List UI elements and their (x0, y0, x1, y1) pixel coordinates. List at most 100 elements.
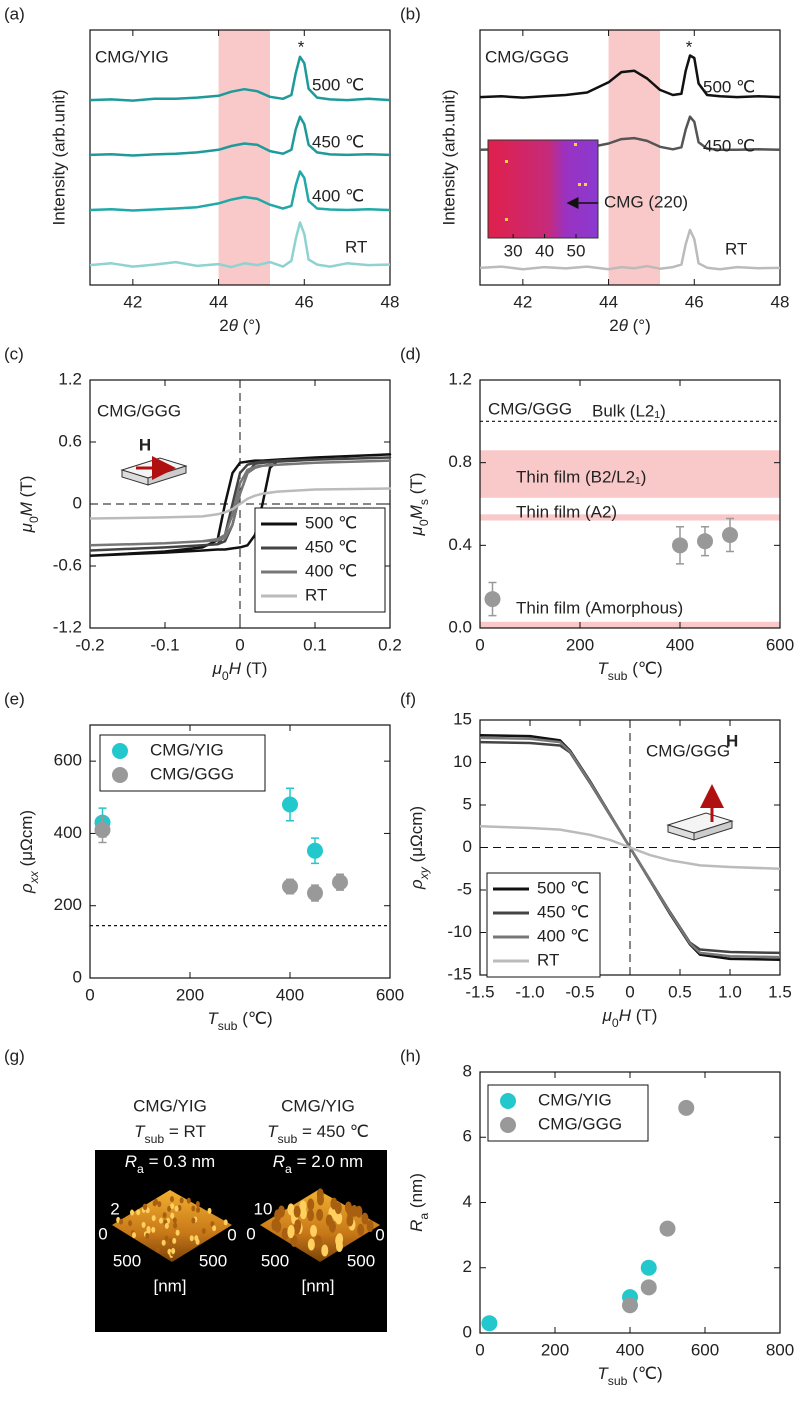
legend-label: 400 ℃ (305, 561, 357, 580)
inset-spot (505, 160, 508, 163)
legend-label: 500 ℃ (305, 513, 357, 532)
data-point (307, 843, 323, 859)
y-axis-label: Intensity (arb.unit) (49, 89, 68, 225)
chart-layer: 42444648500 ℃450 ℃400 ℃RTCMG/YIG*2θ (°)I… (4, 4, 794, 1388)
afm-grain (307, 1209, 314, 1221)
afm-grain (147, 1226, 151, 1232)
x-tick-label: 600 (376, 985, 404, 1004)
text-part: (μΩcm) (407, 806, 426, 867)
legend-label: 500 ℃ (537, 878, 589, 897)
afm-unit: [nm] (153, 1276, 186, 1295)
text-part: R (125, 1152, 137, 1171)
curve-label: 450 ℃ (703, 136, 755, 155)
x-tick-label: 600 (691, 1340, 719, 1359)
legend-label: RT (305, 585, 327, 604)
x-tick-label: 0 (625, 982, 634, 1001)
text-part: xx (27, 870, 41, 884)
afm-grain (151, 1227, 155, 1233)
x-tick-label: 42 (513, 292, 532, 311)
text-part: (T) (17, 476, 36, 502)
y-tick-label: -0.6 (53, 555, 82, 574)
afm-grain (294, 1206, 301, 1218)
text-part: ρ (17, 883, 36, 894)
x-tick-label: 400 (666, 635, 694, 654)
x-tick-label: 200 (176, 985, 204, 1004)
afm-grain (202, 1228, 206, 1234)
text-part: = RT (164, 1122, 206, 1141)
inset-spot (584, 183, 587, 186)
legend-swatch (500, 1093, 516, 1109)
y-tick-label: 2 (463, 1257, 472, 1276)
y-axis-label: Intensity (arb.unit) (439, 89, 458, 225)
x-band (219, 30, 270, 285)
x-tick-label: 0.1 (303, 635, 327, 654)
afm-grain (169, 1238, 173, 1244)
figure: 42444648500 ℃450 ℃400 ℃RTCMG/YIG*2θ (°)I… (0, 0, 801, 1402)
data-point (332, 874, 348, 890)
x-tick-label: 48 (381, 292, 400, 311)
data-point (95, 822, 111, 838)
inset-spot (574, 143, 577, 146)
text-part: (°) (628, 316, 651, 335)
legend-swatch (112, 767, 128, 783)
afm-grain (321, 1244, 328, 1256)
x-tick-label: 200 (541, 1340, 569, 1359)
afm-sample: CMG/YIG (133, 1096, 207, 1115)
y-tick-label: 0.0 (448, 617, 472, 636)
text-part: (T) (241, 659, 267, 678)
text-part: 2 (609, 316, 618, 335)
afm-condition: Tsub = RT (134, 1122, 206, 1146)
afm-grain (307, 1199, 314, 1211)
text-part: sub (278, 1132, 298, 1146)
y-tick-label: -5 (457, 879, 472, 898)
afm-grain (170, 1213, 174, 1219)
text-part: = 2.0 nm (292, 1152, 363, 1171)
afm-grain (274, 1209, 281, 1221)
y-tick-label: -1.2 (53, 617, 82, 636)
y-tick-label: 5 (463, 794, 472, 813)
data-point (641, 1279, 657, 1295)
text-part: (℃) (627, 1364, 662, 1383)
afm-grain (175, 1206, 179, 1212)
x-tick-label: 0 (475, 635, 484, 654)
afm-grain (119, 1219, 123, 1225)
x-tick-label: 200 (566, 635, 594, 654)
x-tick-label: 44 (209, 292, 228, 311)
x-axis-label: Tsub (℃) (597, 659, 662, 683)
x-tick-label: 400 (276, 985, 304, 1004)
afm-grain (274, 1221, 281, 1233)
page: 42444648500 ℃450 ℃400 ℃RTCMG/YIG*2θ (°)I… (0, 0, 801, 1402)
y-tick-label: 600 (54, 751, 82, 770)
y-tick-label: 0 (73, 967, 82, 986)
field-icon (668, 790, 732, 840)
panel-label: (e) (4, 689, 25, 708)
inset-tick-label: 40 (535, 241, 554, 260)
y-axis-label: Ra (nm) (407, 1173, 431, 1232)
curve-label: 400 ℃ (312, 186, 364, 205)
annotation: H (726, 731, 738, 750)
afm-grain (132, 1232, 136, 1238)
y-tick-label: -15 (447, 964, 472, 983)
afm-grain (330, 1198, 337, 1210)
y-tick-label: 1.2 (448, 369, 472, 388)
text-part: (μΩcm) (17, 810, 36, 871)
afm-grain (357, 1224, 364, 1236)
y-tick-label: 1.2 (58, 369, 82, 388)
band-label: Thin film (A2) (516, 502, 617, 521)
band-label: Thin film (B2/L2₁) (516, 467, 646, 486)
x-tick-label: -0.5 (565, 982, 594, 1001)
x-tick-label: -0.2 (75, 635, 104, 654)
afm-grain (308, 1239, 315, 1251)
afm-grain (294, 1219, 301, 1231)
panel-label: (h) (400, 1046, 421, 1065)
data-point (672, 537, 688, 553)
y-axis-label: μ0Ms (T) (407, 473, 431, 537)
afm-condition: Tsub = 450 ℃ (267, 1122, 369, 1146)
data-point (722, 527, 738, 543)
curve-label: 450 ℃ (312, 132, 364, 151)
x-tick-label: 400 (616, 1340, 644, 1359)
afm-grain (163, 1212, 167, 1218)
x-axis-label: Tsub (℃) (597, 1364, 662, 1388)
x-tick-label: 46 (685, 292, 704, 311)
afm-z-min: 0 (246, 1224, 255, 1243)
